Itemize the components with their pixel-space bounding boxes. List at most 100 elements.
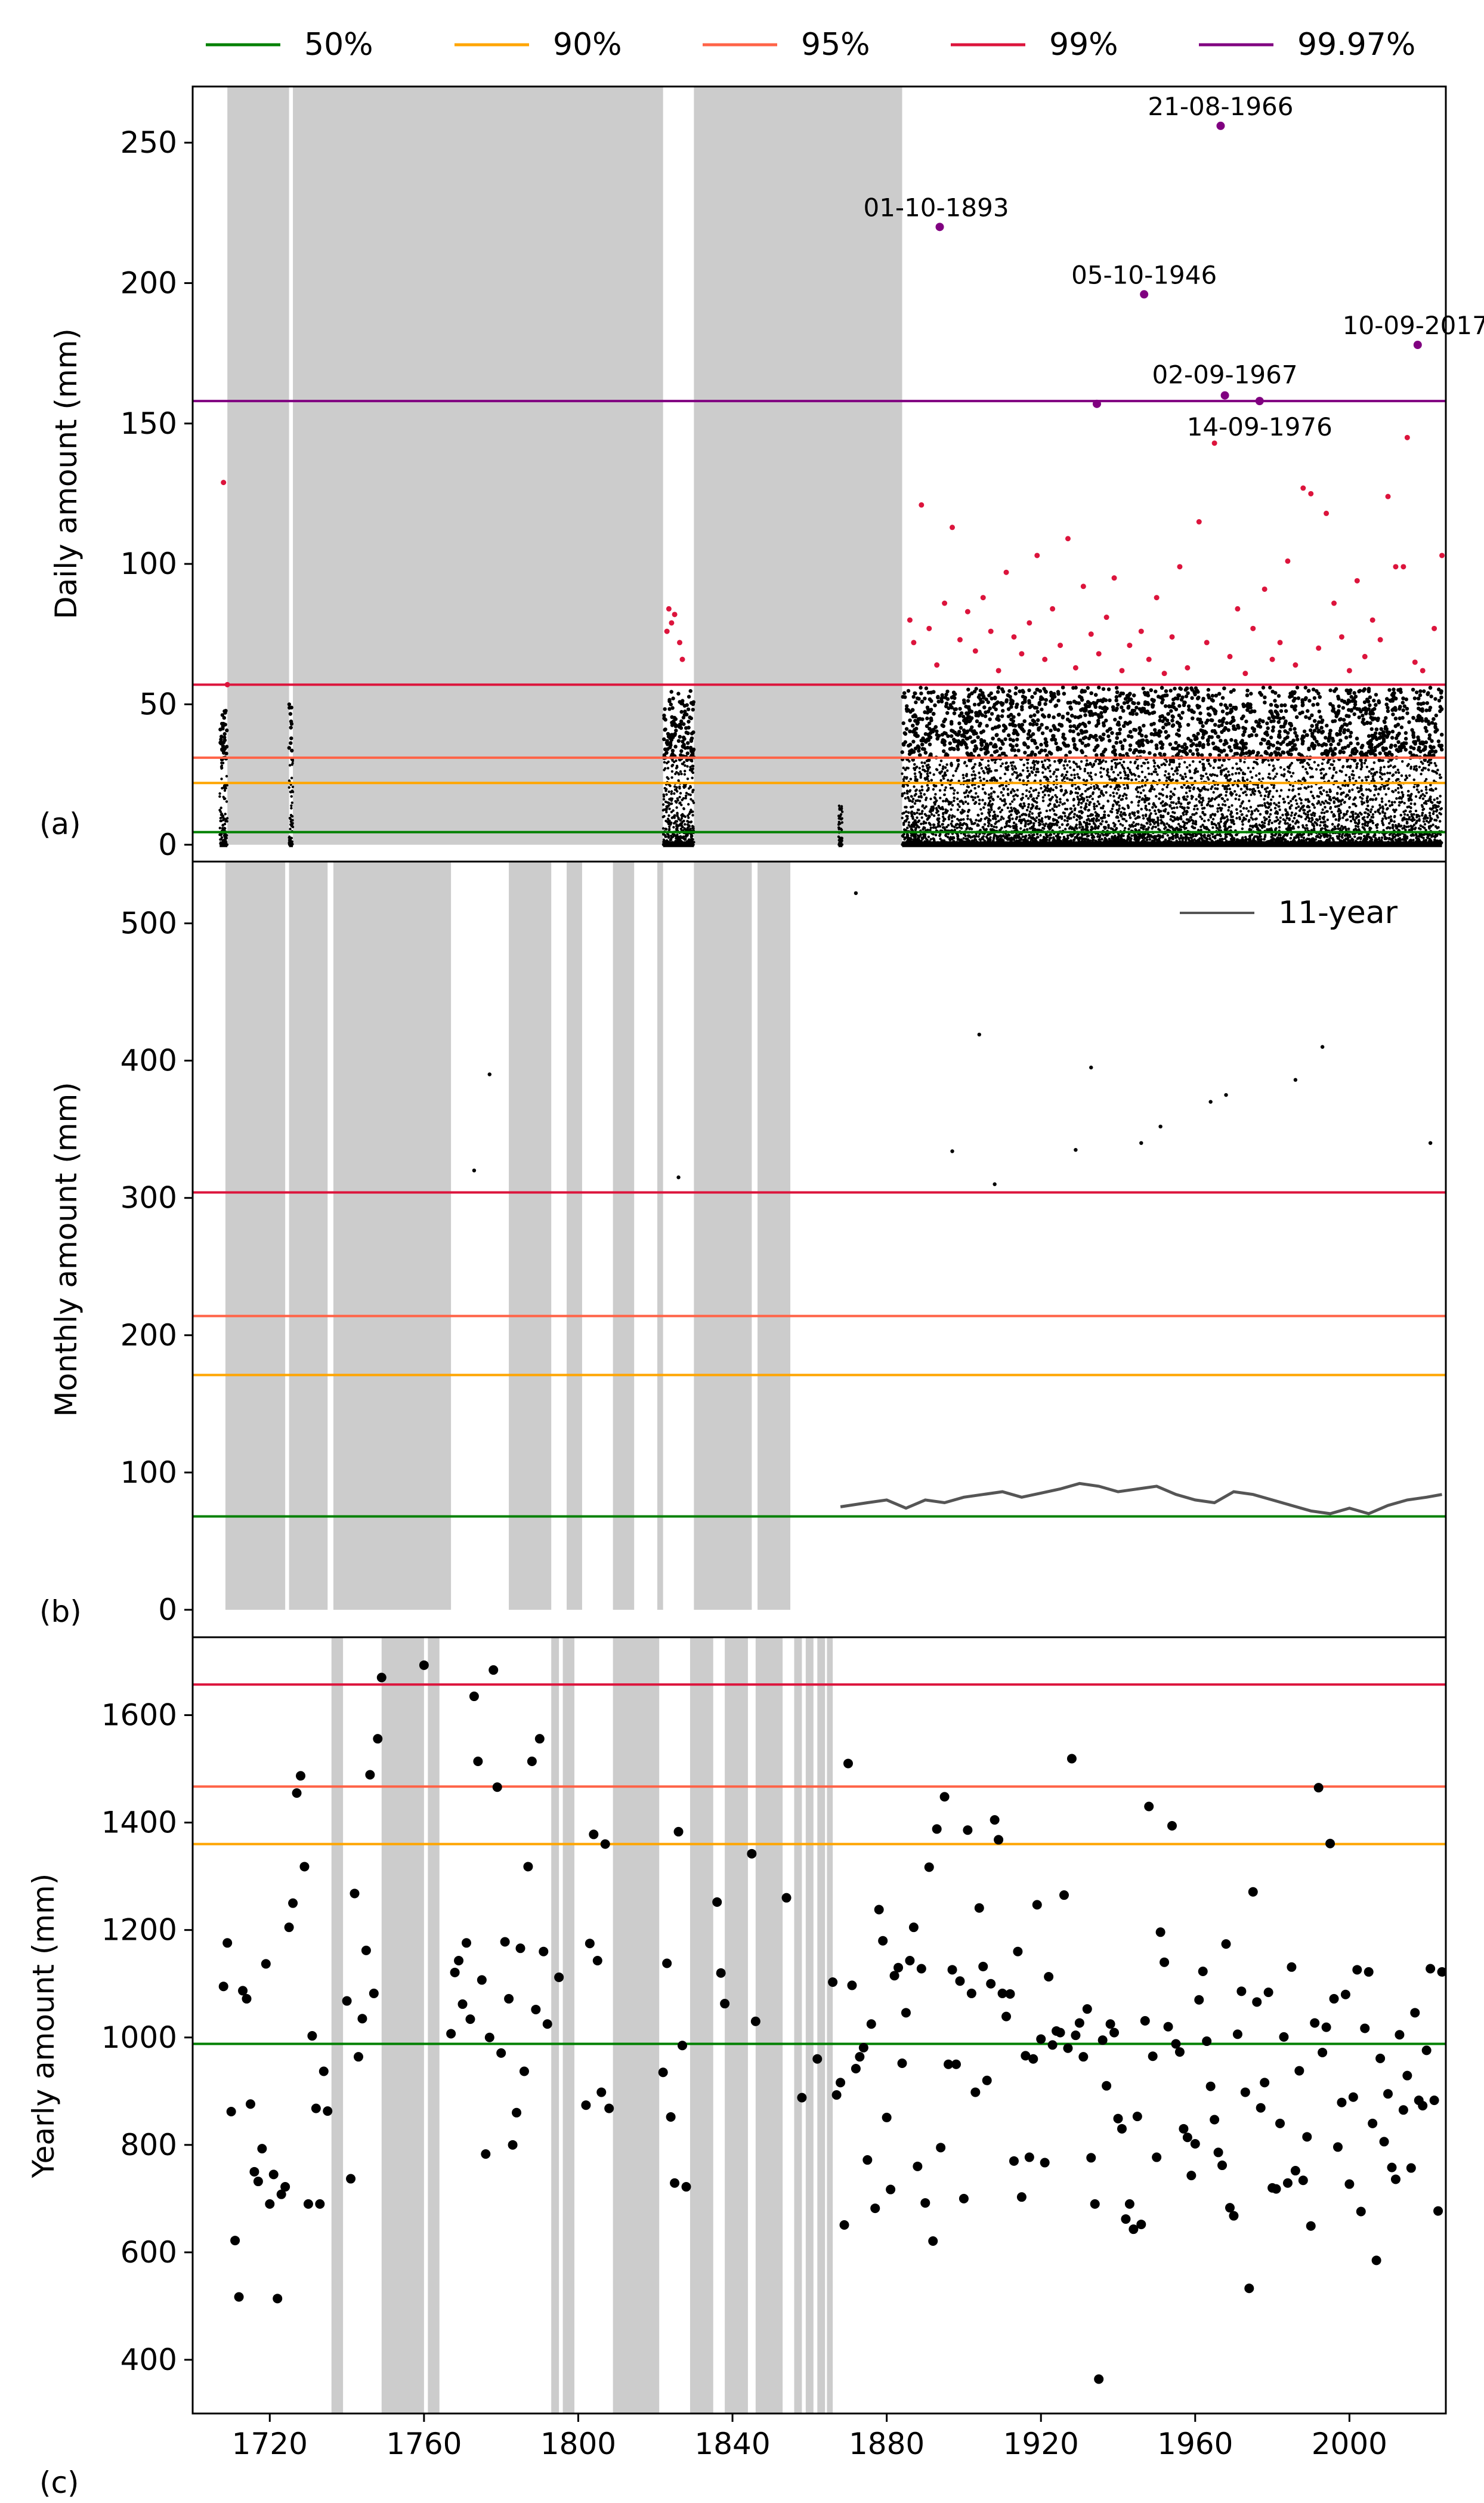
daily-point xyxy=(939,837,942,841)
daily-point xyxy=(977,785,981,788)
daily-point xyxy=(1343,745,1347,750)
daily-point xyxy=(928,810,932,813)
daily-point xyxy=(1165,785,1168,789)
daily-point xyxy=(1410,728,1414,732)
daily-point xyxy=(661,827,665,830)
daily-point xyxy=(288,816,292,820)
daily-point xyxy=(218,792,221,795)
daily-point xyxy=(670,797,674,800)
daily-point xyxy=(916,816,919,819)
daily-point xyxy=(1297,805,1300,808)
daily-point xyxy=(689,794,692,797)
daily-point xyxy=(673,745,678,749)
daily-point xyxy=(1312,729,1317,733)
daily-point xyxy=(982,838,985,841)
daily-point xyxy=(1312,696,1317,700)
daily-point xyxy=(983,771,986,774)
daily-point xyxy=(691,814,694,817)
daily-point xyxy=(1263,822,1266,825)
daily-point xyxy=(1225,767,1228,770)
daily-point xyxy=(1222,742,1226,746)
legend-label-90: 90% xyxy=(553,27,622,63)
daily-point xyxy=(1117,788,1120,791)
daily-point xyxy=(1400,715,1405,720)
daily-point xyxy=(1183,761,1186,764)
daily-point xyxy=(1063,814,1067,818)
daily-point xyxy=(1273,802,1276,805)
daily-point xyxy=(691,730,695,734)
daily-point xyxy=(1136,791,1140,794)
daily-point xyxy=(1331,706,1335,711)
daily-point xyxy=(1425,802,1428,805)
daily-point xyxy=(1072,816,1075,819)
daily-point xyxy=(839,813,843,816)
daily-point xyxy=(987,764,990,767)
daily-point xyxy=(950,779,953,782)
daily-point xyxy=(1333,825,1336,828)
daily-point xyxy=(1217,753,1222,758)
daily-point xyxy=(661,803,665,806)
daily-point xyxy=(683,773,687,776)
daily-point xyxy=(1093,807,1096,811)
daily-point xyxy=(221,726,225,731)
daily-point xyxy=(1177,823,1180,826)
daily-point xyxy=(1387,760,1390,763)
daily-point xyxy=(1181,839,1184,842)
daily-point xyxy=(662,753,667,757)
daily-point xyxy=(682,814,685,817)
daily-point xyxy=(1080,741,1084,745)
daily-point xyxy=(925,716,929,721)
daily-point xyxy=(1397,791,1400,794)
daily-point xyxy=(1234,797,1237,801)
daily-point xyxy=(289,741,293,745)
daily-point xyxy=(1164,704,1168,708)
daily-point xyxy=(1409,802,1412,805)
daily-point xyxy=(1366,707,1371,711)
daily-point xyxy=(1414,826,1417,829)
daily-point xyxy=(1366,808,1370,812)
daily-point xyxy=(1412,696,1417,700)
daily-point xyxy=(837,820,841,823)
daily-point xyxy=(1127,734,1131,738)
daily-point xyxy=(692,801,695,804)
daily-point xyxy=(1058,804,1061,807)
daily-point xyxy=(986,700,991,705)
daily-point xyxy=(1137,804,1140,807)
daily-point xyxy=(1386,705,1390,710)
daily-point xyxy=(918,771,922,774)
daily-point xyxy=(1200,817,1204,820)
daily-missing-periods xyxy=(227,87,902,845)
daily-point xyxy=(1231,804,1233,807)
daily-point xyxy=(953,789,956,792)
daily-point xyxy=(669,702,673,706)
daily-point xyxy=(1017,712,1021,717)
daily-point xyxy=(938,763,941,767)
daily-point xyxy=(1267,716,1271,721)
daily-point xyxy=(224,785,227,788)
daily-point xyxy=(946,769,949,772)
daily-point xyxy=(676,837,679,840)
daily-point xyxy=(663,769,666,771)
daily-point xyxy=(1164,770,1167,773)
daily-point xyxy=(1286,822,1289,825)
daily-point xyxy=(1366,795,1369,798)
daily-point xyxy=(289,828,292,831)
daily-point xyxy=(688,828,691,831)
daily-point xyxy=(222,834,226,837)
daily-point xyxy=(663,718,667,722)
daily-point xyxy=(224,787,227,790)
daily-point xyxy=(1001,709,1005,713)
daily-point xyxy=(676,811,679,814)
daily-point xyxy=(663,814,666,818)
daily-point xyxy=(678,795,681,799)
daily-point xyxy=(1325,773,1328,776)
daily-point xyxy=(1405,776,1408,779)
daily-point xyxy=(687,803,690,806)
daily-point xyxy=(1349,741,1353,745)
daily-point xyxy=(1054,703,1059,708)
daily-point xyxy=(1396,769,1399,771)
daily-point xyxy=(1378,775,1382,779)
daily-point xyxy=(1111,745,1116,749)
daily-point xyxy=(995,826,998,829)
daily-point xyxy=(671,696,675,700)
